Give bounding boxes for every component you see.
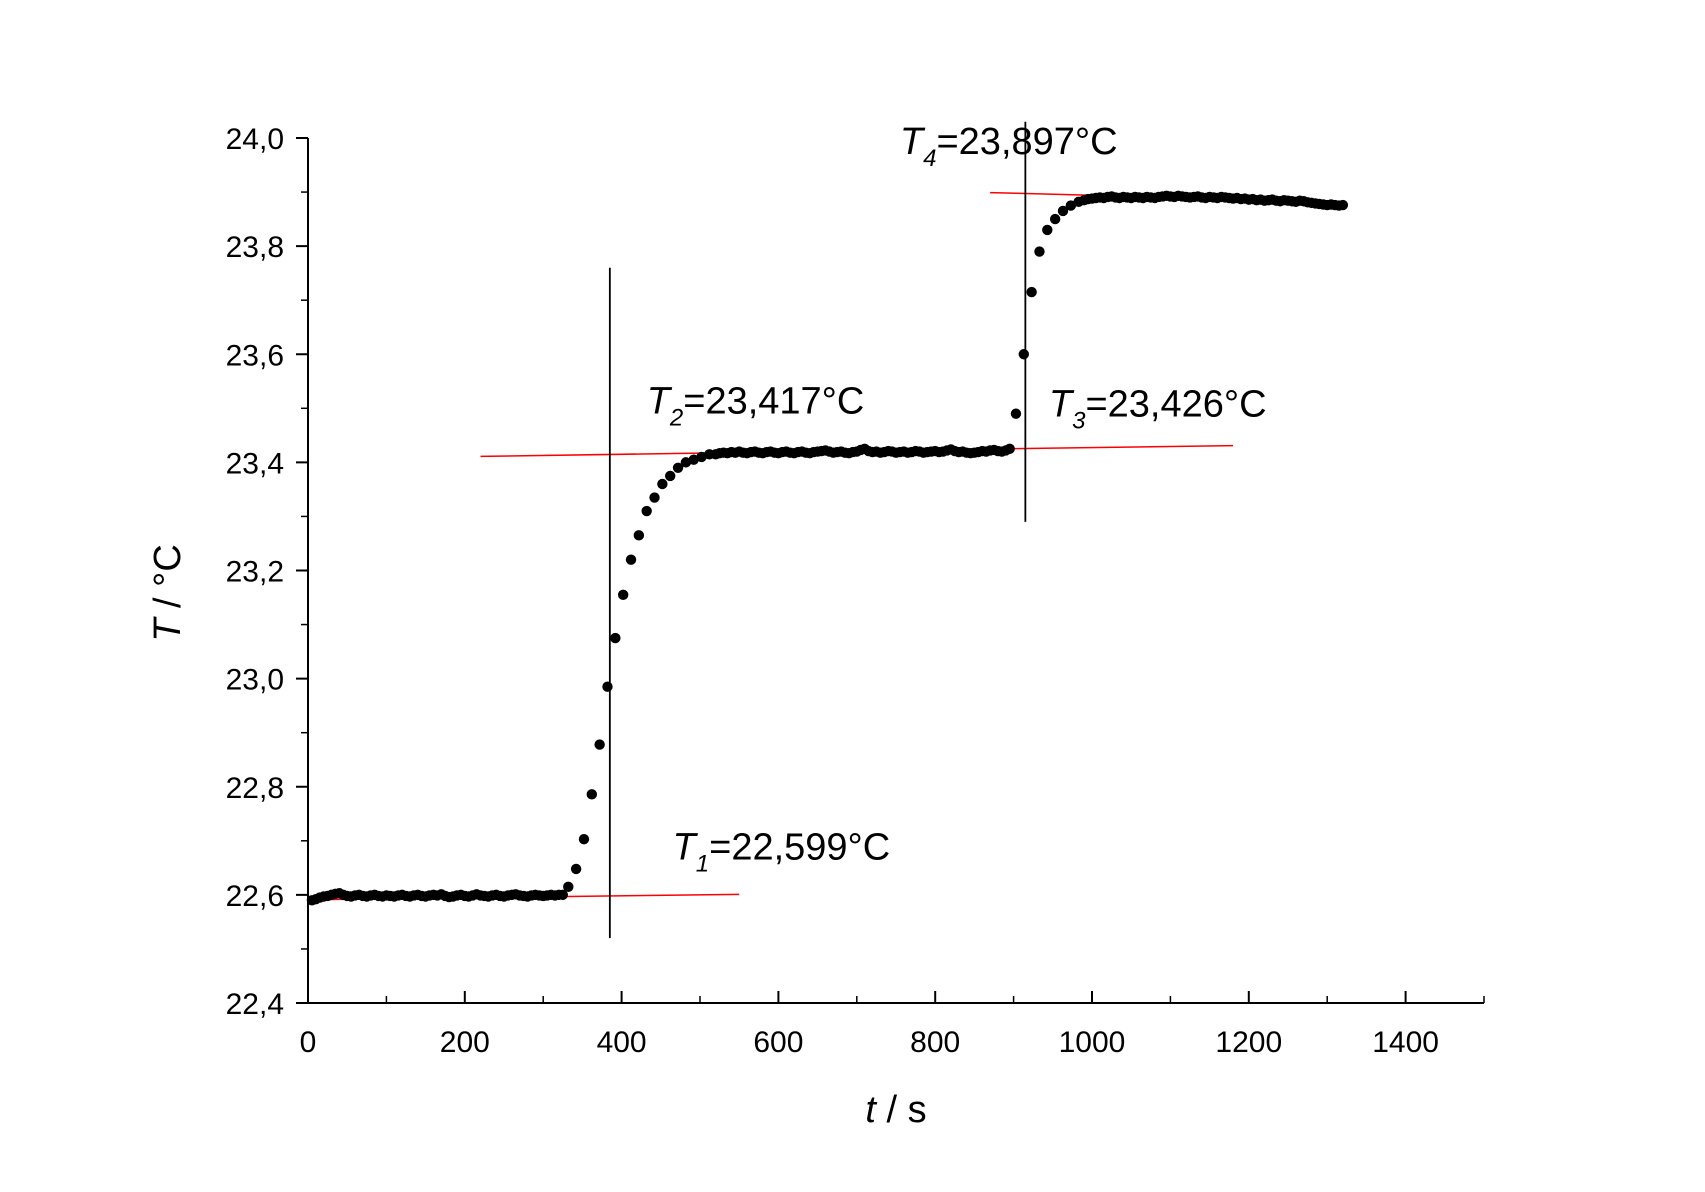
data-point [1034, 246, 1045, 257]
data-point [1018, 349, 1029, 360]
data-point [570, 863, 582, 875]
data-point [649, 492, 660, 503]
data-point [617, 589, 629, 601]
annotation-label: T3=23,426°C [1049, 383, 1267, 434]
data-point [1065, 200, 1077, 211]
fit-line [1001, 444, 1234, 450]
x-axis-title: t / s [865, 1089, 926, 1131]
y-ticks: 22,4 22,6 22,8 23,0 23,2 23,4 23,6 23,8 24,0 [226, 123, 308, 1021]
data-point [1049, 213, 1061, 225]
axes [307, 138, 1484, 1004]
annotation-label: T2=23,417°C [647, 381, 865, 432]
data-point [696, 451, 707, 463]
data-points [306, 190, 1349, 906]
data-point [586, 789, 598, 800]
data-point [1010, 408, 1022, 419]
y-tick-label: 24,0 [226, 123, 284, 156]
x-ticks: 0 200 400 600 800 1000 1200 1400 [300, 991, 1485, 1059]
y-tick-label: 22,4 [226, 988, 284, 1021]
y-tick-label: 22,6 [226, 880, 284, 913]
data-point [610, 632, 621, 644]
data-point [641, 505, 652, 517]
data-point [665, 470, 676, 482]
x-tick-label: 1400 [1372, 1026, 1439, 1059]
data-point [578, 833, 590, 845]
data-point [672, 462, 684, 473]
x-tick-label: 0 [300, 1026, 317, 1059]
data-point [1337, 199, 1349, 211]
data-point [1042, 224, 1053, 236]
annotation-label: T1=22,599°C [673, 827, 891, 878]
data-point [688, 454, 699, 465]
data-point [602, 681, 613, 692]
fit-lines [307, 191, 1241, 901]
data-point [594, 739, 605, 750]
data-point [1057, 205, 1069, 217]
x-tick-label: 800 [910, 1026, 960, 1059]
y-tick-label: 23,0 [226, 664, 284, 697]
data-point [1004, 443, 1015, 455]
data-point [633, 530, 645, 541]
data-point [657, 478, 668, 490]
y-tick-label: 23,6 [226, 339, 284, 372]
y-tick-label: 22,8 [226, 772, 284, 805]
annotation-label: T4=23,897°C [900, 121, 1118, 172]
data-point [1026, 286, 1037, 298]
y-axis-title: T / °C [147, 544, 189, 642]
vertical-lines [608, 121, 1027, 939]
y-tick-label: 23,2 [226, 556, 284, 589]
annotations: T1=22,599°C T2=23,417°C T3=23,426°C T4=23,8… [647, 121, 1267, 878]
x-tick-label: 1200 [1215, 1026, 1282, 1059]
x-tick-label: 1000 [1059, 1026, 1126, 1059]
data-point [557, 889, 568, 901]
x-tick-label: 600 [753, 1026, 803, 1059]
y-tick-label: 23,4 [226, 447, 284, 480]
data-point [563, 881, 574, 892]
data-point [625, 554, 637, 565]
x-tick-label: 200 [440, 1026, 490, 1059]
x-tick-label: 400 [597, 1026, 647, 1059]
data-point [680, 457, 692, 468]
y-tick-label: 23,8 [226, 231, 284, 264]
